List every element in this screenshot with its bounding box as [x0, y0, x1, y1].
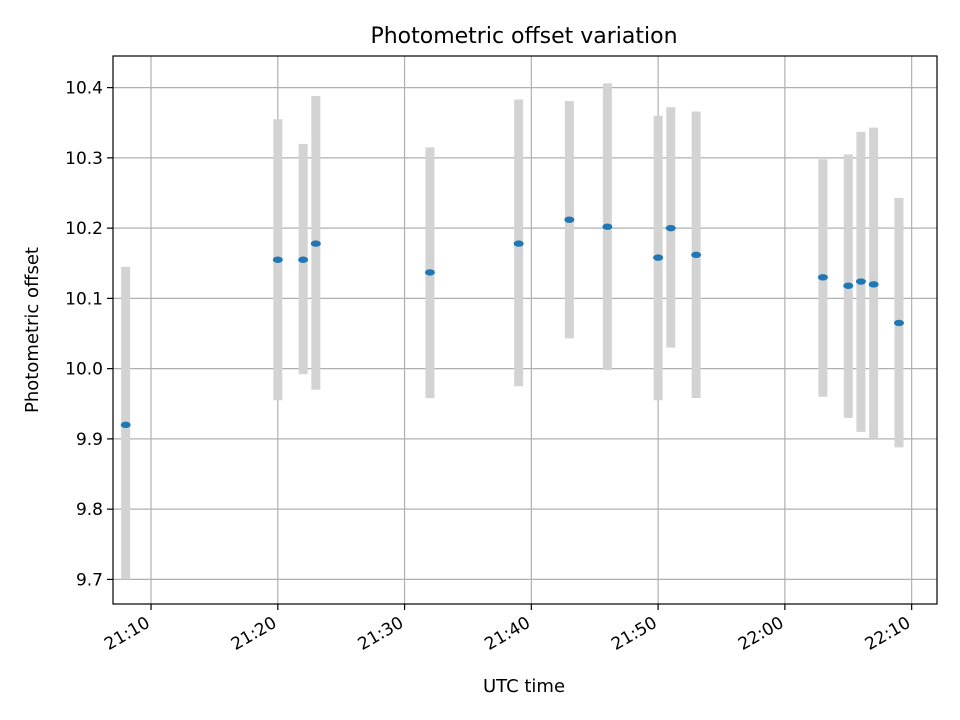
data-point: [855, 278, 866, 285]
x-tick-label: 21:10: [101, 613, 153, 655]
data-point: [272, 256, 283, 263]
y-tick-label: 10.3: [65, 149, 103, 169]
data-markers: [120, 216, 904, 429]
y-tick-label: 10.1: [65, 289, 103, 309]
y-tick-label: 10.2: [65, 219, 103, 239]
data-point: [691, 251, 702, 259]
x-tick-label: 21:40: [481, 613, 533, 655]
data-point: [868, 281, 879, 288]
chart-title: Photometric offset variation: [370, 24, 677, 49]
data-point: [564, 216, 575, 223]
y-tick-label: 10.4: [65, 79, 103, 99]
x-tick-label: 21:20: [228, 613, 280, 655]
x-tick-label: 22:00: [735, 613, 787, 655]
y-tick-label: 9.7: [76, 570, 103, 590]
y-axis-ticks: 9.7 9.8 9.9 10.0 10.1 10.2 10.3 10.4: [65, 79, 113, 590]
plot-frame: [112, 55, 938, 605]
data-point: [424, 269, 435, 276]
y-tick-label: 9.9: [76, 430, 103, 450]
data-point: [653, 254, 664, 261]
x-axis-label: UTC time: [483, 676, 565, 697]
y-tick-label: 10.0: [65, 360, 103, 380]
x-tick-label: 21:50: [608, 613, 660, 655]
data-point: [893, 319, 904, 327]
data-point: [665, 224, 676, 232]
data-point: [120, 421, 131, 429]
x-tick-label: 22:10: [862, 613, 914, 655]
x-axis-ticks: 21:10 21:20 21:30 21:40 21:50 22:00 22:10: [101, 604, 914, 655]
data-point: [817, 274, 828, 281]
y-axis-label: Photometric offset: [22, 247, 43, 413]
y-tick-label: 9.8: [76, 500, 103, 520]
plot-area: [113, 56, 937, 604]
x-tick-label: 21:30: [355, 613, 407, 655]
data-point: [310, 240, 321, 247]
data-point: [843, 282, 854, 289]
data-point: [298, 256, 309, 263]
data-point: [513, 240, 524, 247]
data-point: [602, 223, 613, 230]
